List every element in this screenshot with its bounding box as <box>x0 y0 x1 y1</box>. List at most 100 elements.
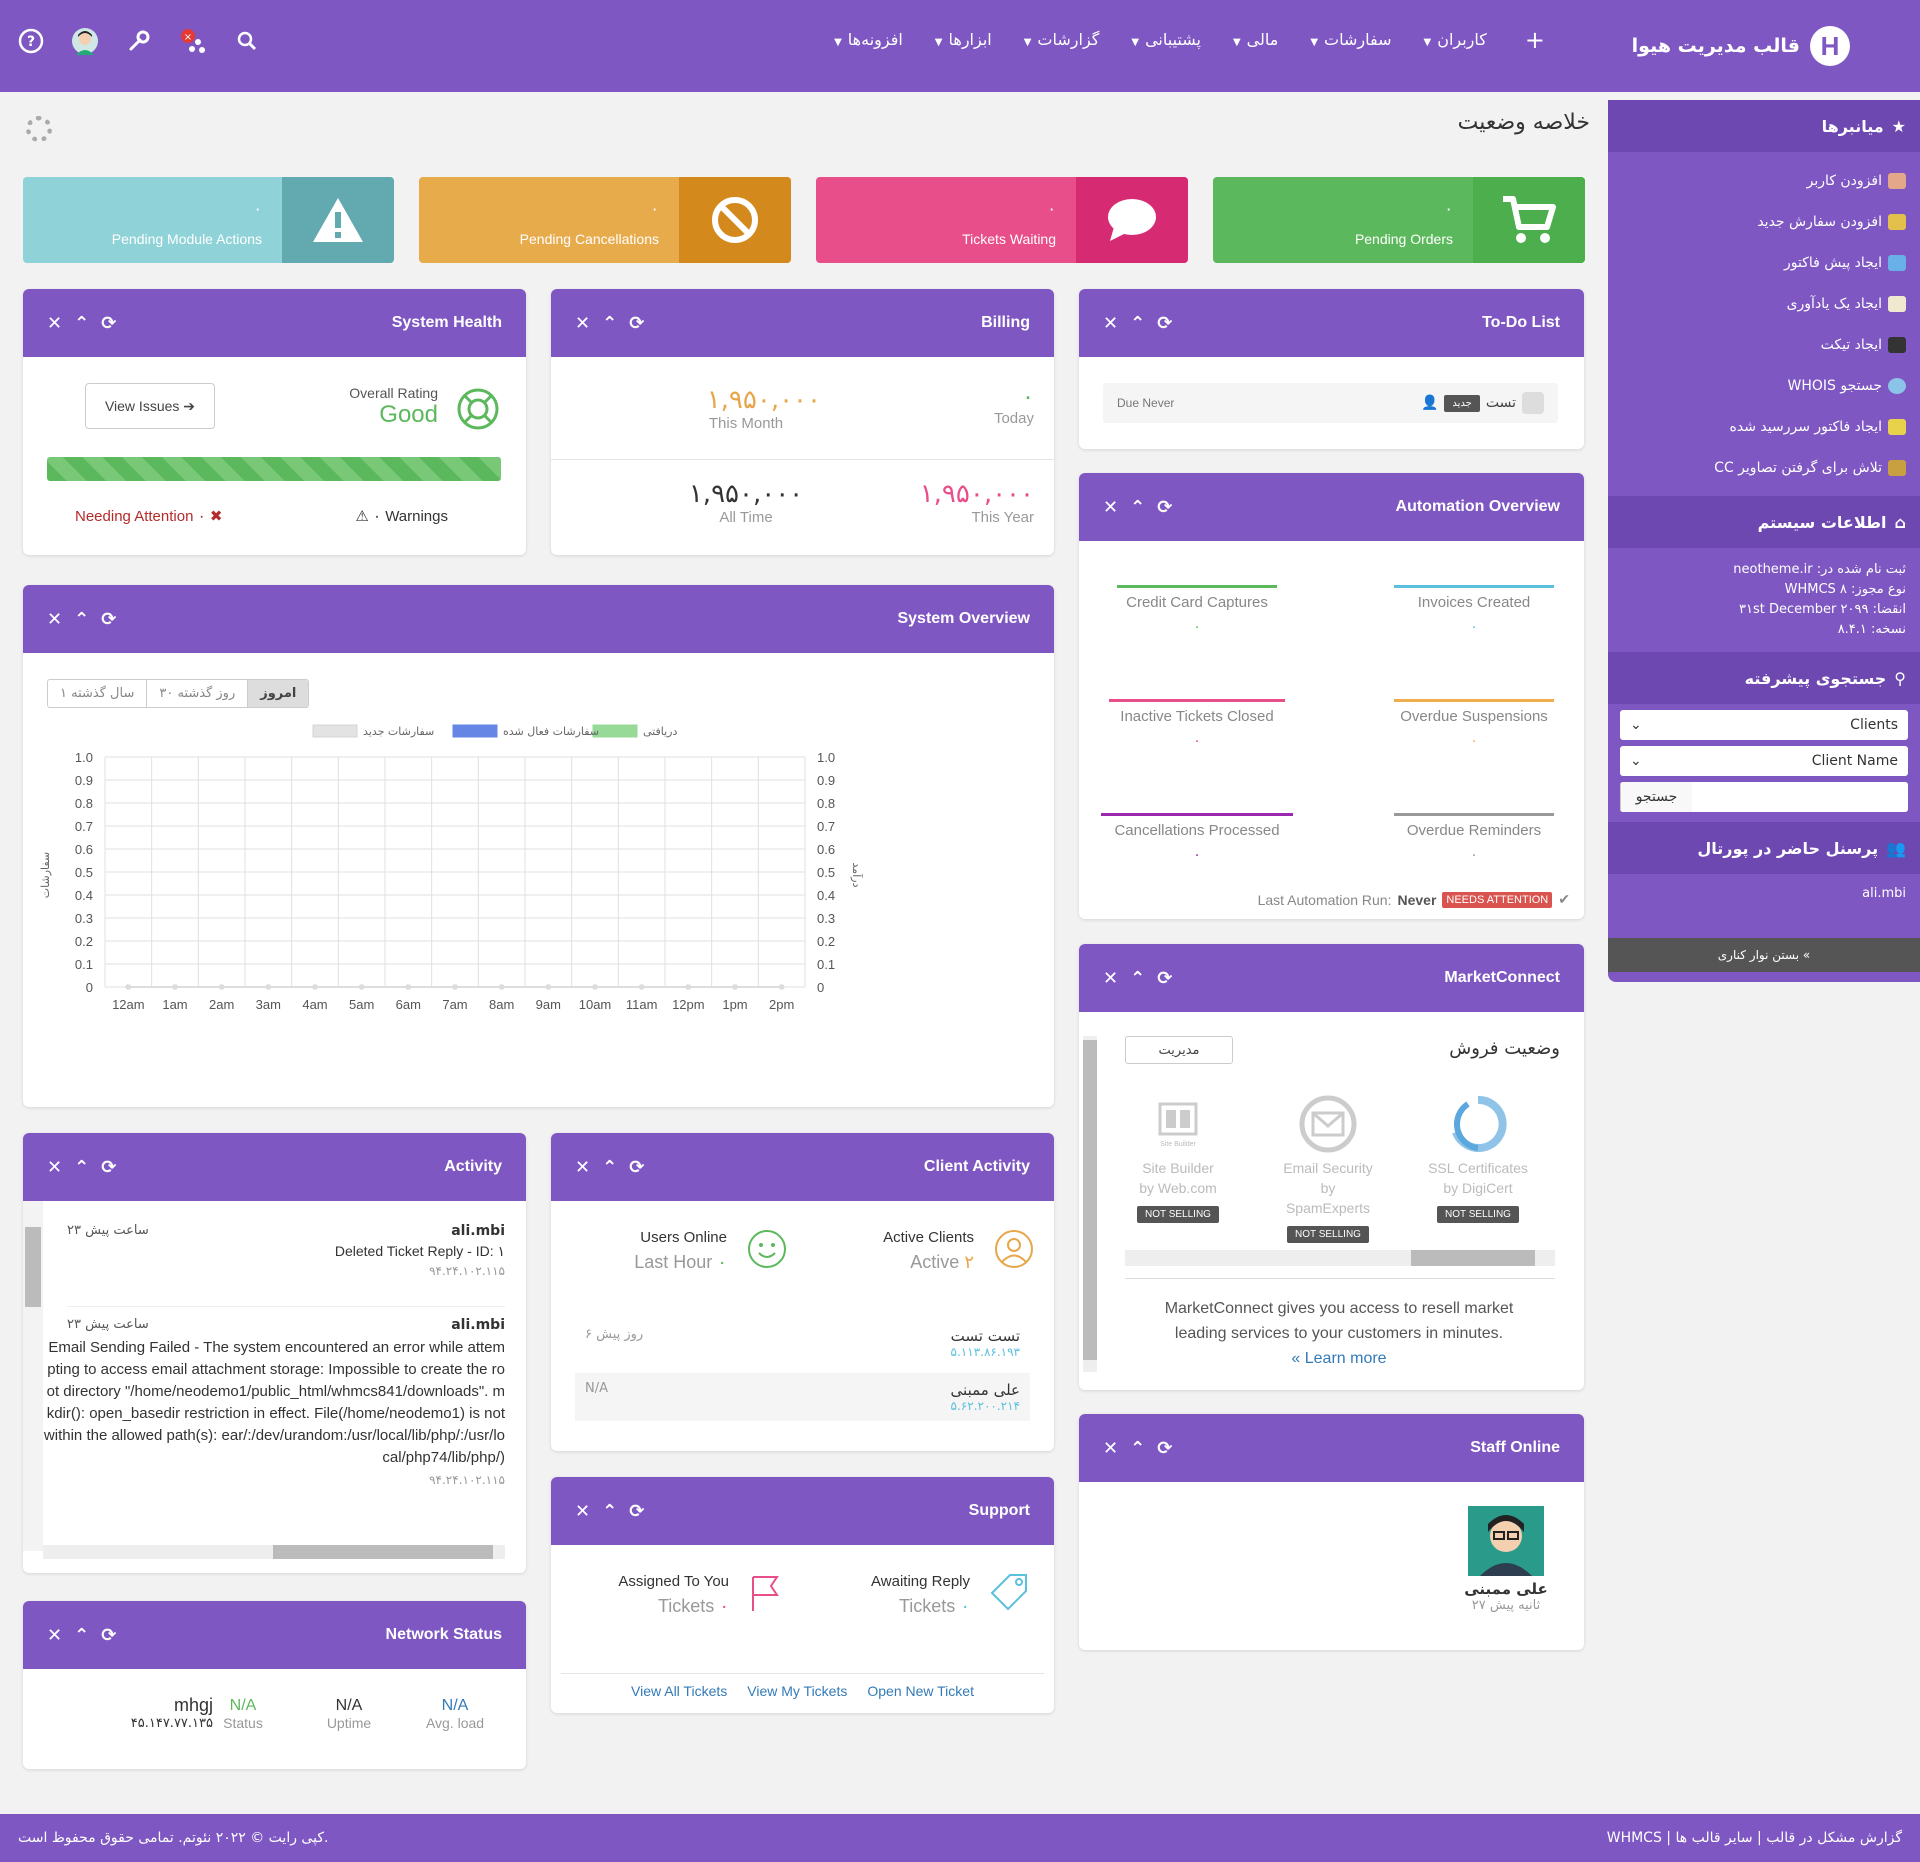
search-button[interactable]: جستجو <box>1620 782 1692 812</box>
manage-button[interactable]: مدیریت <box>1125 1036 1233 1064</box>
refresh-icon[interactable]: ⟳ <box>1157 312 1173 334</box>
search-icon[interactable] <box>232 26 262 56</box>
view-issues-button[interactable]: View Issues ➔ <box>85 383 215 429</box>
footer-links[interactable]: WHMCS | گزارش مشکل در قالب | سایر قالب ه… <box>1606 1830 1902 1846</box>
gear-icon[interactable] <box>26 116 52 142</box>
stat-pending-module-actions[interactable]: ۰ Pending Module Actions <box>23 177 394 263</box>
close-icon[interactable]: ✕ <box>1103 496 1119 518</box>
close-icon[interactable]: ✕ <box>1103 1437 1119 1459</box>
todo-checkbox[interactable] <box>1522 392 1544 414</box>
collapse-icon[interactable]: ⌃ <box>1130 312 1146 334</box>
menu-support[interactable]: پشتیبانی▼ <box>1131 30 1201 49</box>
todo-item[interactable]: Due Never تست جدید 👤 <box>1103 383 1558 423</box>
shortcut-create-todo[interactable]: ایجاد یک یادآوری <box>1622 283 1906 324</box>
refresh-icon[interactable]: ⟳ <box>629 312 645 334</box>
attention-count: Needing Attention ۰ ✖ <box>75 508 223 525</box>
stat-pending-orders[interactable]: ۰ Pending Orders <box>1213 177 1585 263</box>
collapse-icon[interactable]: ⌃ <box>1130 967 1146 989</box>
refresh-icon[interactable]: ⟳ <box>101 312 117 334</box>
close-icon[interactable]: ✕ <box>575 1156 591 1178</box>
refresh-icon[interactable]: ⟳ <box>101 1156 117 1178</box>
horizontal-scrollbar[interactable] <box>1125 1250 1555 1266</box>
activity-entry: ۲۳ ساعت پیش ali.mbi Email Sending Failed … <box>43 1317 505 1487</box>
view-my-tickets-link[interactable]: View My Tickets <box>747 1683 848 1699</box>
x-tick-label: 9am <box>536 997 561 1012</box>
close-icon[interactable]: ✕ <box>575 312 591 334</box>
close-icon[interactable]: ✕ <box>1103 967 1119 989</box>
collapse-icon[interactable]: ⌃ <box>74 608 90 630</box>
client-row[interactable]: ۶ روز پیش تست تست ۵.۱۱۳.۸۶.۱۹۳ <box>585 1327 1020 1359</box>
view-all-tickets-link[interactable]: View All Tickets <box>631 1683 728 1699</box>
refresh-icon[interactable]: ⟳ <box>101 1624 117 1646</box>
menu-addons[interactable]: افزونه‌ها▼ <box>834 30 903 49</box>
shortcut-whois[interactable]: جستجو WHOIS <box>1622 365 1906 406</box>
data-point <box>685 984 691 990</box>
menu-billing[interactable]: مالی▼ <box>1232 30 1279 49</box>
shortcut-create-quote[interactable]: ایجاد پیش فاکتور <box>1622 242 1906 283</box>
y-tick-label: 0.5 <box>75 865 93 880</box>
y-tick-label: 0.1 <box>75 957 93 972</box>
automation-cancellations: Cancellations Processed ۰ <box>1101 813 1293 863</box>
refresh-icon[interactable]: ⟳ <box>1157 967 1173 989</box>
collapse-icon[interactable]: ⌃ <box>74 1624 90 1646</box>
staff-member[interactable]: علی ممبنی ۲۷ ثانیه پیش <box>1456 1506 1556 1613</box>
collapse-icon[interactable]: ⌃ <box>1130 496 1146 518</box>
client-row[interactable]: N/A علی ممبنی ۵.۶۲.۲۰۰.۲۱۴ <box>575 1373 1030 1421</box>
shortcut-open-ticket[interactable]: ایجاد تیکت <box>1622 324 1906 365</box>
close-icon[interactable]: ✕ <box>47 1156 63 1178</box>
collapse-icon[interactable]: ⌃ <box>74 1156 90 1178</box>
tab-today[interactable]: امروز <box>247 680 309 707</box>
shortcut-due-invoices[interactable]: ایجاد فاکتور سررسید شده <box>1622 406 1906 447</box>
search-type-select[interactable]: Clients ⌄ <box>1620 710 1908 740</box>
close-icon[interactable]: ✕ <box>575 1500 591 1522</box>
wrench-icon[interactable] <box>124 26 154 56</box>
search-input[interactable] <box>1692 782 1908 812</box>
vertical-scrollbar[interactable] <box>1083 1036 1097 1372</box>
menu-utilities[interactable]: ابزارها▼ <box>934 30 992 49</box>
close-icon[interactable]: ✕ <box>1103 312 1119 334</box>
collapse-icon[interactable]: ⌃ <box>602 1156 618 1178</box>
note-icon <box>1888 295 1906 312</box>
assigned-to-you[interactable]: Assigned To You Tickets ۰ <box>618 1573 729 1616</box>
avatar-icon[interactable] <box>70 26 100 56</box>
market-description: MarketConnect gives you access to resell… <box>1164 1300 1514 1367</box>
refresh-icon[interactable]: ⟳ <box>629 1500 645 1522</box>
y2-tick-label: 0 <box>817 980 824 995</box>
shortcut-cc-capture[interactable]: تلاش برای گرفتن تصاویر CC <box>1622 447 1906 488</box>
collapse-icon[interactable]: ⌃ <box>74 312 90 334</box>
collapse-icon[interactable]: ⌃ <box>602 1500 618 1522</box>
add-menu-button[interactable]: + <box>1524 26 1545 54</box>
activity-scrollbar[interactable] <box>23 1201 43 1551</box>
close-sidebar-link[interactable]: » بستن نوار کناری <box>1608 938 1920 972</box>
search-field-select[interactable]: Client Name ⌄ <box>1620 746 1908 776</box>
menu-orders[interactable]: سفارشات▼ <box>1310 30 1392 49</box>
menu-reports[interactable]: گزارشات▼ <box>1023 30 1100 49</box>
product-email-security: Email Security by SpamExperts NOT SELLIN… <box>1278 1094 1378 1243</box>
close-icon[interactable]: ✕ <box>47 1624 63 1646</box>
collapse-icon[interactable]: ⌃ <box>602 312 618 334</box>
collapse-icon[interactable]: ⌃ <box>1130 1437 1146 1459</box>
open-new-ticket-link[interactable]: Open New Ticket <box>867 1683 974 1699</box>
refresh-icon[interactable]: ⟳ <box>1157 1437 1173 1459</box>
y-tick-label: 0.9 <box>75 773 93 788</box>
x-tick-label: 1am <box>162 997 187 1012</box>
shortcut-add-client[interactable]: افزودن کاربر <box>1622 160 1906 201</box>
help-icon[interactable]: ? <box>16 26 46 56</box>
stat-pending-cancellations[interactable]: ۰ Pending Cancellations <box>419 177 791 263</box>
refresh-icon[interactable]: ⟳ <box>101 608 117 630</box>
learn-more-link[interactable]: « Learn more <box>1291 1350 1387 1367</box>
activity-h-scrollbar[interactable] <box>43 1545 505 1559</box>
brand[interactable]: H قالب مدیریت هیوا <box>1632 26 1850 66</box>
stat-tickets-waiting[interactable]: ۰ Tickets Waiting <box>816 177 1188 263</box>
close-icon[interactable]: ✕ <box>47 312 63 334</box>
awaiting-reply[interactable]: Awaiting Reply Tickets ۰ <box>871 1573 970 1616</box>
network-alert-icon[interactable]: × <box>178 26 208 56</box>
tab-last-year[interactable]: ۱ سال گذشته <box>60 686 135 701</box>
shortcut-add-order[interactable]: افزودن سفارش جدید <box>1622 201 1906 242</box>
refresh-icon[interactable]: ⟳ <box>629 1156 645 1178</box>
panel-automation: ✕ ⌃ ⟳ Automation Overview Invoices Created ۰… <box>1079 473 1584 919</box>
menu-users[interactable]: کاربران▼ <box>1423 30 1487 49</box>
close-icon[interactable]: ✕ <box>47 608 63 630</box>
refresh-icon[interactable]: ⟳ <box>1157 496 1173 518</box>
tab-last-30-days[interactable]: ۳۰ روز گذشته <box>146 680 247 707</box>
